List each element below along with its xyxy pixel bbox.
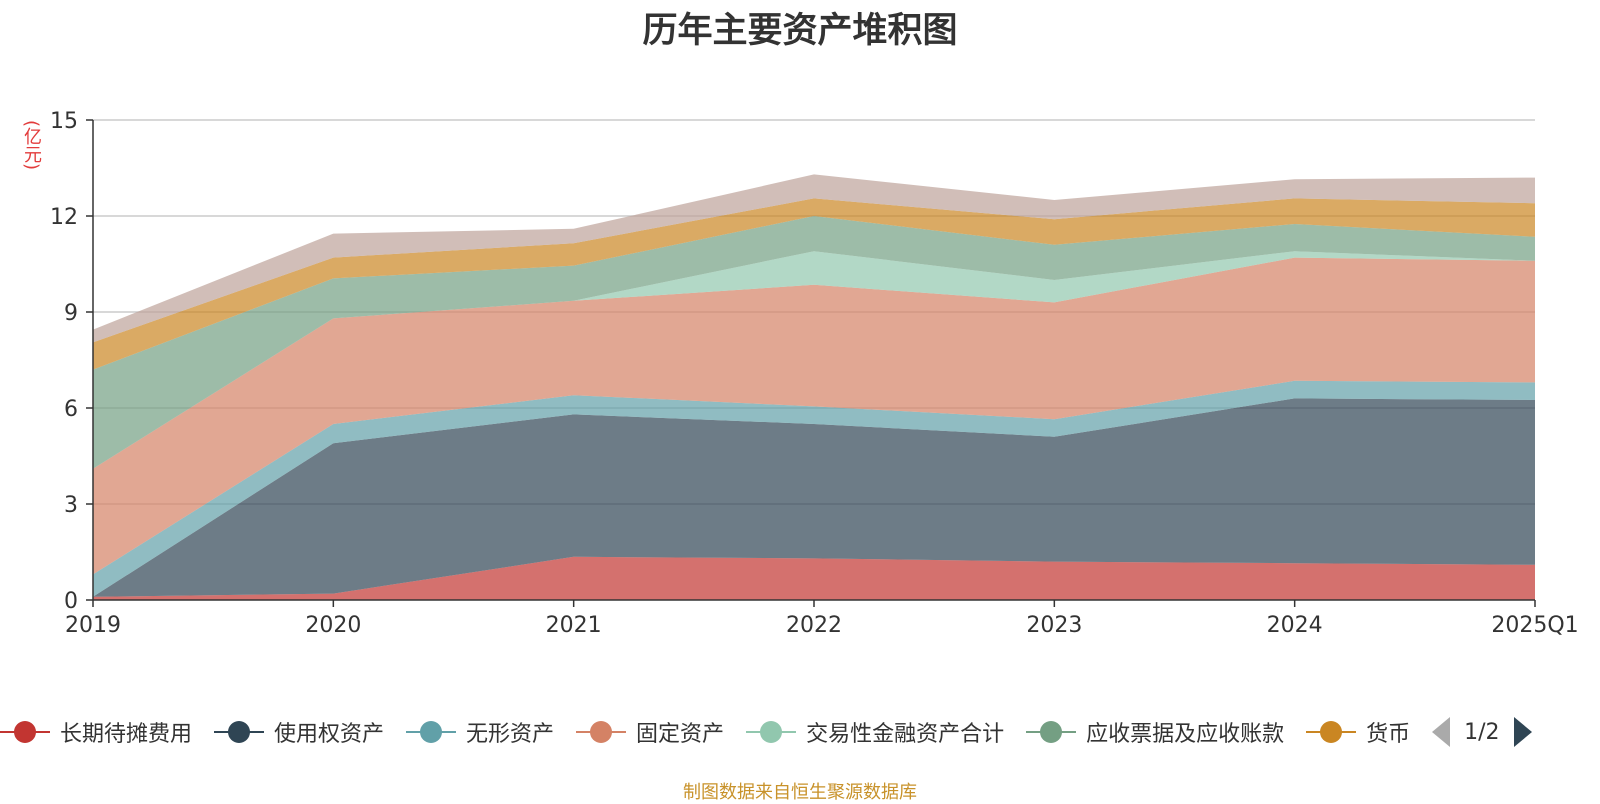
legend-marker-icon [406, 719, 457, 745]
legend-label: 无形资产 [466, 722, 555, 747]
area-series[interactable] [93, 174, 1535, 343]
legend-label: 使用权资产 [274, 722, 385, 747]
stacked-areas [93, 174, 1535, 600]
legend-item-fixed-assets[interactable]: 固定资产 [576, 716, 724, 748]
area-series[interactable] [93, 556, 1535, 600]
y-tick-labels: 0 3 6 9 12 15 [50, 109, 78, 614]
x-tick-labels: 2019 2020 2021 2022 2023 2024 2025Q1 [65, 613, 1579, 638]
x-tick-label: 2024 [1267, 613, 1323, 638]
x-tick-label: 2020 [305, 613, 361, 638]
y-tick-label: 15 [50, 109, 78, 134]
y-axis-unit: (亿元) [21, 120, 42, 171]
legend-label: 应收票据及应收账款 [1086, 722, 1285, 747]
chart-title: 历年主要资产堆积图 [642, 11, 958, 51]
legend-marker-icon [1026, 719, 1077, 745]
legend-item-receivables[interactable]: 应收票据及应收账款 [1026, 716, 1284, 748]
legend-item-right-of-use[interactable]: 使用权资产 [214, 716, 384, 748]
y-tick-label: 3 [64, 493, 78, 518]
legend-item-long-term-prepaid[interactable]: 长期待摊费用 [0, 716, 192, 748]
pager-prev-icon[interactable] [1432, 717, 1451, 747]
data-source-note: 制图数据来自恒生聚源数据库 [683, 782, 917, 803]
y-tick-label: 9 [64, 301, 78, 326]
legend-marker-icon [746, 719, 797, 745]
legend-marker-icon [576, 719, 627, 745]
axes [86, 119, 1536, 607]
legend-marker-icon [214, 719, 265, 745]
x-tick-label: 2022 [786, 613, 842, 638]
y-tick-label: 6 [64, 397, 78, 422]
legend-item-intangible[interactable]: 无形资产 [406, 716, 554, 748]
x-tick-label: 2023 [1026, 613, 1082, 638]
area-series[interactable] [93, 380, 1535, 597]
legend-label: 长期待摊费用 [60, 722, 193, 747]
y-tick-label: 12 [50, 205, 78, 230]
area-chart: 0 3 6 9 12 15 2019 2020 2021 2022 2023 2024 2025Q1 [50, 109, 1579, 638]
legend: 长期待摊费用 使用权资产 无形资产 固定资产 交易性金融资产合计 应收票据及应收… [0, 712, 1532, 752]
area-series[interactable] [93, 398, 1535, 597]
area-series[interactable] [93, 198, 1535, 370]
legend-label: 固定资产 [636, 722, 725, 747]
area-series[interactable] [93, 257, 1535, 575]
legend-label: 交易性金融资产合计 [806, 722, 1005, 747]
x-tick-label: 2025Q1 [1491, 613, 1578, 638]
y-tick-label: 0 [64, 589, 78, 614]
legend-marker-icon [1306, 719, 1357, 745]
legend-pager: 1/2 [1432, 717, 1532, 747]
pager-text: 1/2 [1464, 719, 1500, 745]
legend-label: 货币 [1366, 722, 1411, 747]
x-tick-label: 2021 [546, 613, 602, 638]
area-series[interactable] [93, 216, 1535, 469]
x-tick-label: 2019 [65, 613, 121, 638]
legend-item-cash[interactable]: 货币 [1306, 716, 1410, 748]
legend-marker-icon [0, 719, 50, 745]
pager-next-icon[interactable] [1513, 717, 1532, 747]
legend-item-trading-financial[interactable]: 交易性金融资产合计 [746, 716, 1004, 748]
